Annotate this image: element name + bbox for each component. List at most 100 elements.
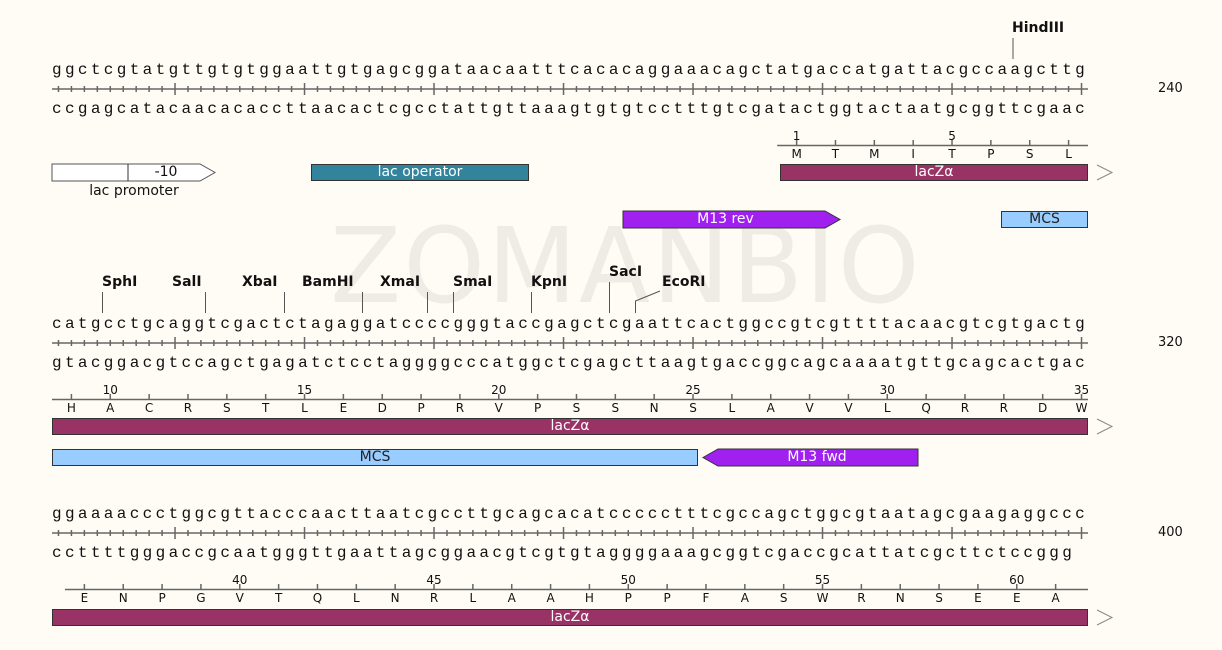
amino-acid: S [1025, 147, 1034, 161]
amino-acid: T [262, 401, 270, 415]
amino-acid: W [1075, 401, 1088, 415]
position-number: 400 [1158, 525, 1183, 540]
top-strand[interactable]: catgcctgcaggtcgactctagaggatccccgggtaccga… [52, 315, 1089, 333]
amino-acid: L [352, 591, 360, 605]
amino-acid: L [469, 591, 477, 605]
top-strand[interactable]: ggaaaaccctggcgttacccaacttaatcgccttgcagca… [52, 505, 1089, 523]
lac-promoter-feature[interactable] [0, 0, 1222, 200]
amino-acid: P [624, 591, 632, 605]
amino-acid: W [816, 591, 829, 605]
enzyme-site-lines [1012, 38, 1014, 59]
amino-acid: P [534, 401, 542, 415]
lacz-alpha-feature[interactable]: lacZα [52, 418, 1088, 435]
amino-acid: S [935, 591, 943, 605]
amino-acid-number: 60 [1009, 573, 1025, 587]
direction-arrow-icon [1096, 164, 1114, 181]
amino-acid: Q [921, 401, 931, 415]
amino-acid: M [869, 147, 880, 161]
amino-acid: A [546, 591, 555, 605]
m13-rev-primer[interactable] [0, 0, 1222, 240]
amino-acid-number: 1 [792, 129, 801, 143]
amino-acid: V [805, 401, 814, 415]
amino-acid: M [791, 147, 802, 161]
position-number: 320 [1158, 335, 1183, 350]
amino-acid: P [987, 147, 995, 161]
enzyme-xmai[interactable]: XmaI [380, 274, 421, 290]
amino-acid: E [974, 591, 982, 605]
amino-acid: P [158, 591, 166, 605]
amino-acid: E [339, 401, 348, 415]
amino-acid: V [494, 401, 503, 415]
enzyme-saci[interactable]: SacI [609, 264, 643, 280]
m13-fwd-label: M13 fwd [787, 449, 847, 465]
amino-acid-number: 50 [620, 573, 636, 587]
enzyme-smai[interactable]: SmaI [453, 274, 493, 290]
amino-acid: T [948, 147, 956, 161]
lac-promoter-minus10-label: -10 [154, 164, 178, 180]
sequence-ruler [52, 527, 1088, 591]
amino-acid: T [831, 147, 840, 161]
amino-acid: V [844, 401, 853, 415]
m13-fwd-primer[interactable] [0, 254, 1222, 474]
lac-operator-feature[interactable]: lac operator [311, 164, 529, 181]
amino-acid: S [223, 401, 231, 415]
amino-acid: P [663, 591, 671, 605]
sequence-row-3: ggaaaaccctggcgttacccaacttaatcgccttgcagca… [0, 444, 1222, 644]
bottom-strand[interactable]: gtacggacgtccagctgagatctcctaggggcccatggct… [52, 354, 1089, 372]
amino-acid: R [429, 591, 439, 605]
enzyme-site-lines [102, 282, 661, 313]
lacz-alpha-feature[interactable]: lacZα [52, 609, 1088, 626]
amino-acid: R [455, 401, 465, 415]
amino-acid-number: 35 [1073, 383, 1090, 397]
enzyme-sali[interactable]: SalI [172, 274, 202, 290]
enzyme-sphi[interactable]: SphI [102, 274, 138, 290]
amino-acid: L [301, 401, 308, 415]
enzyme-kpni[interactable]: KpnI [531, 274, 568, 290]
amino-acid: F [702, 591, 710, 605]
lac-promoter-label: lac promoter [89, 183, 179, 199]
amino-acid: H [66, 401, 76, 415]
bottom-strand[interactable]: ccgagcatacaacacaccttaacactcgcctattgttaaa… [52, 100, 1089, 118]
amino-acid: A [106, 401, 115, 415]
amino-acid: A [507, 591, 516, 605]
amino-acid-number: 30 [879, 383, 895, 397]
amino-acid: L [1065, 147, 1072, 161]
mcs-feature[interactable]: MCS [1001, 211, 1088, 228]
amino-acid: T [274, 591, 283, 605]
sequence-row-1: HindIII ggctcgtatgttgtgtggaattgtgagcggat… [0, 0, 1222, 229]
mcs-feature[interactable]: MCS [52, 449, 698, 466]
top-strand[interactable]: ggctcgtatgttgtgtggaattgtgagcggataacaattt… [52, 61, 1089, 79]
amino-acid-number: 20 [491, 383, 507, 397]
amino-acid: A [740, 591, 749, 605]
amino-acid: D [377, 401, 387, 415]
amino-acid-number: 15 [296, 383, 313, 397]
amino-acid: E [1012, 591, 1021, 605]
amino-acid: N [895, 591, 905, 605]
amino-acid: S [572, 401, 581, 415]
amino-acid: L [728, 401, 736, 415]
amino-acid: N [390, 591, 400, 605]
amino-acid: V [235, 591, 244, 605]
enzyme-ecori[interactable]: EcoRI [662, 274, 706, 290]
amino-acid-number: 55 [814, 573, 831, 587]
amino-acid-number: 5 [948, 129, 956, 143]
amino-acid-number: 45 [426, 573, 442, 587]
enzyme-bamhi[interactable]: BamHI [302, 274, 354, 290]
enzyme-xbai[interactable]: XbaI [242, 274, 278, 290]
amino-acid: D [1038, 401, 1048, 415]
amino-acid: S [611, 401, 620, 415]
amino-acid-number: 40 [232, 573, 248, 587]
amino-acid: R [183, 401, 193, 415]
amino-acid: N [649, 401, 659, 415]
sequence-ruler [52, 337, 1088, 401]
direction-arrow-icon [1096, 418, 1114, 435]
bottom-strand[interactable]: ccttttgggaccgcaatgggttgaattagcggaacgtcgt… [52, 544, 1076, 562]
amino-acid: R [960, 401, 970, 415]
amino-acid-number: 10 [102, 383, 118, 397]
enzyme-hindiii[interactable]: HindIII [1012, 20, 1065, 36]
amino-acid: S [779, 591, 788, 605]
amino-acid: C [144, 401, 154, 415]
m13-rev-label: M13 rev [697, 211, 754, 227]
amino-acid-number: 25 [685, 383, 701, 397]
lacz-alpha-feature[interactable]: lacZα [780, 164, 1088, 181]
